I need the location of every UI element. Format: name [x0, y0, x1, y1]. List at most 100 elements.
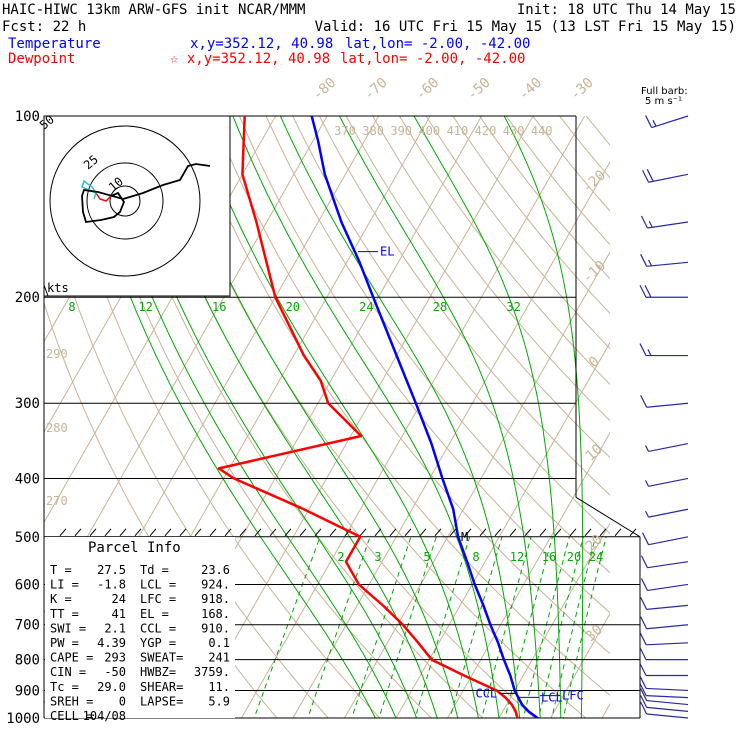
wind-barb: [639, 632, 689, 646]
wind-barb-feather: [644, 284, 652, 298]
dry-adiabat-line: [212, 116, 610, 655]
parcel-field-label: T =: [50, 563, 72, 577]
freezing-hatch: [314, 528, 322, 537]
isotherm-line: [601, 702, 610, 718]
wind-barb-feather: [640, 701, 648, 715]
wind-barb: [644, 477, 689, 487]
parcel-info-title: Parcel Info: [88, 540, 181, 556]
mixing-ratio-label: 20: [567, 550, 581, 564]
freezing-hatch: [194, 528, 202, 537]
wind-barb-feather: [639, 284, 647, 298]
freezing-hatch: [539, 528, 547, 537]
freezing-hatch: [239, 528, 247, 537]
dry-adiabat-line: [693, 116, 740, 731]
mixing-ratio-line: [551, 536, 596, 718]
moist-adiabat-line: [73, 116, 376, 718]
dry-adiabat-line: [720, 116, 740, 731]
mixing-ratio-label: 28: [433, 300, 447, 314]
mixing-ratio-line: [351, 536, 412, 718]
wind-barb-feather: [639, 632, 647, 646]
freezing-hatch: [269, 528, 277, 537]
theta-label: 440: [531, 124, 553, 138]
wind-barb-feather: [644, 480, 650, 487]
hodograph-ring: [86, 162, 164, 240]
freezing-hatch: [104, 528, 112, 537]
wind-barb-feather: [640, 555, 648, 568]
wind-barb-shaft: [648, 477, 689, 487]
dry-adiabat-line: [265, 116, 610, 574]
wind-barb-shaft: [646, 402, 689, 408]
wind-barb-feather: [639, 683, 647, 696]
pressure-tick-label: 900: [15, 683, 40, 699]
wind-barb-feather: [648, 221, 653, 228]
mixing-ratio-line: [253, 536, 321, 718]
mixing-ratio-label: 8: [68, 300, 75, 314]
parcel-field-label: K =: [50, 592, 72, 606]
freezing-hatch: [179, 528, 187, 537]
freezing-hatch: [254, 528, 262, 537]
isotherm-label: -40: [516, 75, 546, 104]
wind-barb: [640, 688, 689, 706]
freezing-hatch: [599, 528, 607, 537]
parcel-field-value: 168.: [201, 607, 230, 621]
isotherm-label: -50: [464, 75, 494, 104]
isotherm-line: [44, 116, 328, 614]
dewpoint-latlon: lat,lon= -2.00, -42.00: [340, 51, 525, 67]
parcel-field-value: 27.5: [97, 563, 126, 577]
lcl-marker-label: LCL: [541, 690, 563, 704]
dry-adiabat-line: [666, 116, 740, 731]
isotherm-line: [654, 116, 740, 718]
wind-barb: [640, 555, 689, 569]
isotherm-line: [344, 251, 610, 718]
wind-barb-shaft: [648, 173, 689, 183]
parcel-field-value: 241: [208, 651, 230, 665]
parcel-field-value: 2.1: [104, 621, 126, 635]
isotherm-label: -30: [567, 75, 597, 104]
freezing-hatch: [134, 528, 142, 537]
parcel-field-value: -50: [104, 665, 126, 679]
isotherm-line: [550, 612, 610, 718]
parcel-field-value: 24: [112, 592, 126, 606]
wind-barb-feather: [639, 663, 647, 676]
parcel-field-label: CCL =: [140, 621, 176, 635]
wind-barb-feather: [647, 349, 652, 356]
parcel-field-value: 910.: [201, 621, 230, 635]
dry-adiabat-line: [505, 116, 610, 246]
wind-barb-feather: [640, 254, 648, 267]
dry-adiabat-line: [345, 116, 610, 459]
wind-barb-feather: [641, 169, 650, 183]
valid-time: Valid: 16 UTC Fri 15 May 15 (13 LST Fri …: [315, 19, 736, 35]
parcel-field-label: Tc =: [50, 680, 79, 694]
parcel-field-value: 3759.: [194, 665, 230, 679]
wind-barb: [644, 508, 689, 518]
level-markers: EL LCL LFC CCL M: [357, 245, 584, 704]
dry-adiabat-line: [52, 116, 381, 718]
theta-label: 400: [418, 124, 440, 138]
wind-barb-shaft: [647, 561, 689, 569]
pressure-tick-label: 100: [15, 109, 40, 125]
parcel-field-label: SWEAT=: [140, 651, 183, 665]
temperature-point: x,y=352.12, 40.98: [190, 36, 333, 52]
wind-barb-shaft: [646, 261, 689, 267]
init-time: Init: 18 UTC Thu 14 May 15: [517, 2, 736, 18]
wind-barb: [640, 701, 689, 719]
wind-barb: [641, 169, 689, 183]
dry-adiabat-line: [318, 116, 610, 496]
freezing-hatch: [74, 528, 82, 537]
wind-barb-feather: [640, 215, 648, 229]
chart-title: HAIC-HIWC 13km ARW-GFS init NCAR/MMM: [2, 2, 305, 18]
wind-barb: [645, 115, 689, 129]
parcel-field-value: 5.9: [208, 694, 230, 708]
forecast-hour: Fcst: 22 h: [2, 19, 86, 35]
mixing-ratio-label: 3: [374, 550, 381, 564]
temperature-legend: Temperature: [8, 36, 101, 52]
parcel-field-value: 104/08: [83, 709, 126, 723]
freezing-hatch: [164, 528, 172, 537]
mixing-ratio-label: 16: [542, 550, 556, 564]
dry-adiabat-line: [640, 116, 740, 731]
parcel-panel-background: [45, 537, 235, 718]
parcel-field-label: YGP =: [140, 636, 176, 650]
freezing-hatch: [449, 528, 457, 537]
pressure-tick-label: 200: [15, 290, 40, 306]
moist-adiabat-line: [413, 116, 562, 718]
